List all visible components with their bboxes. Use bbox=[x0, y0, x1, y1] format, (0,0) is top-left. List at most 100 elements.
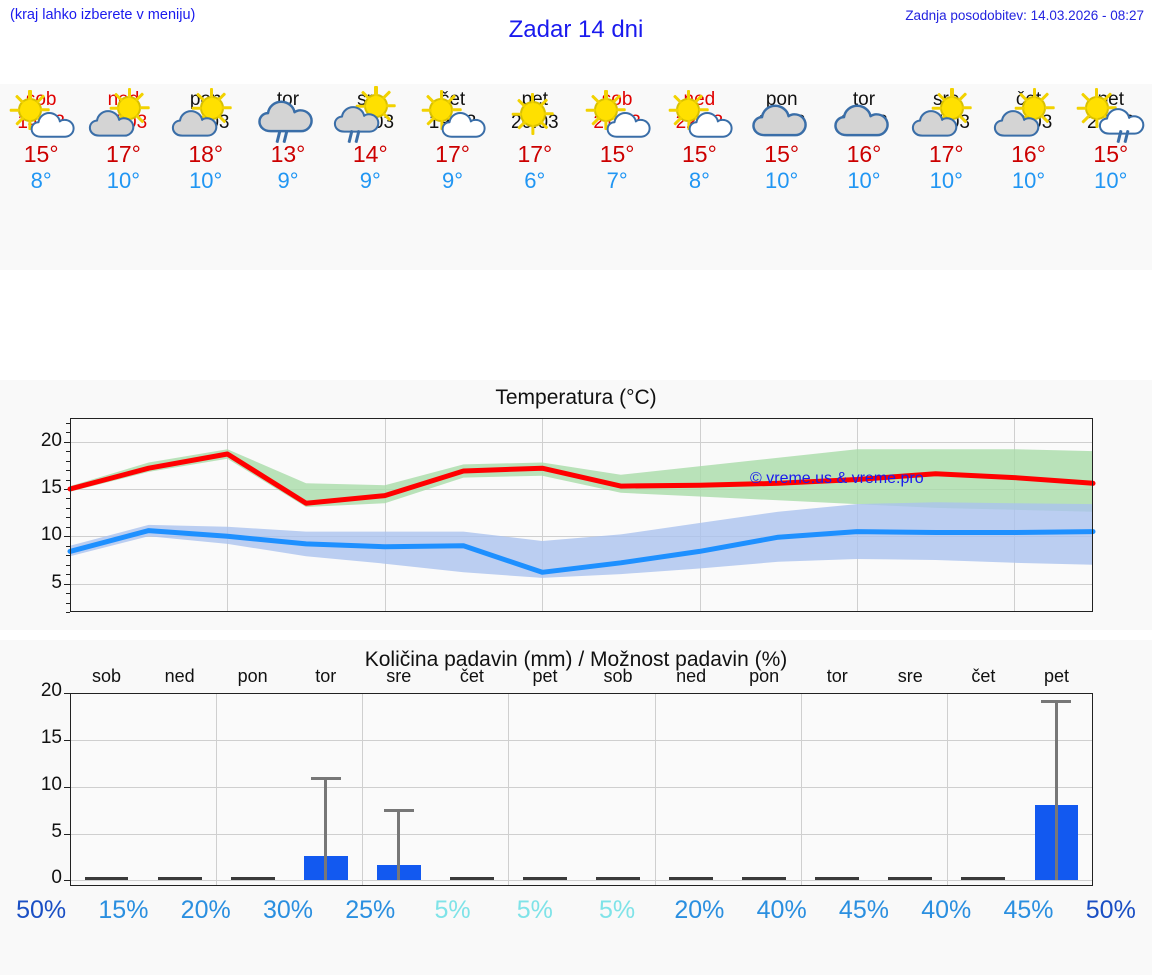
precip-error-cap bbox=[310, 777, 341, 781]
y-axis-tick-label: 5 bbox=[51, 820, 62, 842]
precipitation-probability: 45% bbox=[1003, 896, 1054, 924]
day-low-temp: 10° bbox=[106, 168, 141, 193]
cloud-icon bbox=[741, 86, 819, 144]
precip-error-cap bbox=[383, 809, 414, 813]
precip-day-label: čet bbox=[971, 666, 996, 686]
y-axis-tick-label: 20 bbox=[40, 429, 62, 451]
day-low-temp: 6° bbox=[524, 168, 546, 193]
day-column[interactable]: pon16.0318°10° bbox=[165, 84, 247, 270]
sun-cloud-icon bbox=[0, 86, 78, 144]
gridline-horizontal bbox=[70, 441, 1093, 443]
day-column[interactable]: čet19.0317°9° bbox=[411, 84, 493, 270]
day-low-temp: 9° bbox=[359, 168, 381, 193]
day-column[interactable]: tor17.0313°9° bbox=[247, 84, 329, 270]
y-axis-tick-label: 10 bbox=[40, 524, 62, 546]
y-axis-tick-label: 15 bbox=[40, 726, 62, 748]
precip-bar bbox=[230, 877, 275, 881]
gridline-horizontal bbox=[70, 833, 1093, 835]
day-low-temp: 9° bbox=[277, 168, 299, 193]
gridline-horizontal bbox=[70, 536, 1093, 538]
precip-day-label: tor bbox=[826, 666, 848, 686]
precipitation-probability: 25% bbox=[345, 896, 396, 924]
sun-icon bbox=[494, 86, 572, 144]
precip-day-label: ned bbox=[164, 666, 195, 686]
cloud-rain-icon bbox=[247, 86, 325, 144]
day-high-temp: 15° bbox=[23, 141, 59, 167]
precipitation-probability: 20% bbox=[180, 896, 231, 924]
cloud-icon bbox=[823, 86, 901, 144]
day-column[interactable]: sre18.0314°9° bbox=[329, 84, 411, 270]
day-low-temp: 10° bbox=[929, 168, 963, 193]
day-column[interactable]: sre25.0317°10° bbox=[905, 84, 987, 270]
day-high-temp: 17° bbox=[517, 141, 553, 167]
day-high-temp: 17° bbox=[435, 141, 470, 167]
precip-error-bar bbox=[1054, 699, 1058, 881]
precip-day-label: pon bbox=[237, 666, 268, 686]
precip-bar bbox=[888, 877, 933, 881]
sun-cloud-icon bbox=[658, 86, 736, 144]
precipitation-probability-row: 50% 15% 20% 30% 25% 5% 5% 5% 20% 40% 45% 40% 45% 50% bbox=[0, 896, 1152, 925]
day-high-temp: 15° bbox=[682, 141, 717, 167]
day-column[interactable]: čet26.0316°10° bbox=[987, 84, 1069, 270]
precip-day-label: pet bbox=[532, 666, 558, 686]
day-low-temp: 8° bbox=[30, 168, 52, 193]
gridline-vertical bbox=[856, 418, 858, 612]
day-column[interactable]: sob14.0315°8° bbox=[0, 84, 82, 270]
y-axis-tick-label: 0 bbox=[51, 867, 62, 889]
gridline-vertical bbox=[800, 693, 802, 886]
day-high-temp: 17° bbox=[928, 141, 964, 167]
day-column[interactable]: pet20.0317°6° bbox=[494, 84, 576, 270]
gridline-vertical bbox=[654, 693, 656, 886]
day-low-temp: 10° bbox=[1011, 168, 1046, 193]
precip-bar bbox=[449, 877, 494, 881]
day-low-temp: 8° bbox=[688, 168, 710, 193]
gridline-horizontal bbox=[70, 739, 1093, 741]
precipitation-probability: 5% bbox=[434, 896, 471, 924]
precip-day-label: čet bbox=[459, 666, 484, 686]
precip-day-label: ned bbox=[676, 666, 707, 686]
y-axis-tick-label: 15 bbox=[40, 476, 62, 498]
sun-cloud-rain-icon bbox=[1070, 86, 1148, 144]
precip-bar bbox=[815, 877, 860, 881]
gridline-horizontal bbox=[70, 786, 1093, 788]
day-low-temp: 10° bbox=[847, 168, 881, 193]
day-column[interactable]: ned22.0315°8° bbox=[658, 84, 740, 270]
location-menu-hint[interactable]: (kraj lahko izberete v meniju) bbox=[10, 7, 196, 23]
precipitation-probability: 15% bbox=[98, 896, 149, 924]
gridline-vertical bbox=[946, 693, 948, 886]
page-header: (kraj lahko izberete v meniju) Zadar 14 … bbox=[0, 0, 1152, 58]
day-low-temp: 9° bbox=[442, 168, 464, 193]
gridline-horizontal bbox=[70, 488, 1093, 490]
precip-bar bbox=[84, 877, 129, 881]
day-column[interactable]: pon23.0315°10° bbox=[741, 84, 823, 270]
precip-bar bbox=[742, 877, 787, 881]
day-low-temp: 7° bbox=[606, 168, 628, 193]
precipitation-probability: 5% bbox=[516, 896, 553, 924]
sun-cloud-icon bbox=[411, 86, 489, 144]
precip-bar bbox=[596, 877, 640, 881]
day-high-temp: 14° bbox=[352, 141, 388, 167]
y-axis-tick-label: 10 bbox=[40, 773, 62, 795]
precip-day-label: tor bbox=[315, 666, 337, 686]
gridline-vertical bbox=[216, 693, 218, 886]
precipitation-chart-title: Količina padavin (mm) / Možnost padavin … bbox=[364, 648, 788, 671]
day-high-temp: 16° bbox=[1011, 141, 1046, 167]
precip-day-label: pon bbox=[749, 666, 780, 686]
precip-bar bbox=[523, 877, 567, 881]
day-column[interactable]: tor24.0316°10° bbox=[823, 84, 905, 270]
precip-day-label: pet bbox=[1043, 666, 1069, 686]
precip-error-cap bbox=[1041, 699, 1072, 703]
day-high-temp: 13° bbox=[270, 141, 306, 167]
day-column[interactable]: pet27.0315°10° bbox=[1070, 84, 1152, 270]
temperature-chart-title: Temperatura (°C) bbox=[495, 386, 657, 409]
last-updated-label: Zadnja posodobitev: 14.03.2026 - 08:27 bbox=[905, 8, 1144, 23]
day-column[interactable]: ned15.0317°10° bbox=[82, 84, 164, 270]
gridline-horizontal bbox=[70, 583, 1093, 585]
day-column[interactable]: sob21.0315°7° bbox=[576, 84, 658, 270]
day-low-temp: 10° bbox=[765, 168, 799, 193]
precipitation-probability: 5% bbox=[599, 896, 636, 924]
precipitation-probability: 40% bbox=[756, 896, 807, 924]
day-high-temp: 15° bbox=[599, 141, 635, 167]
gridline-horizontal bbox=[70, 880, 1093, 882]
